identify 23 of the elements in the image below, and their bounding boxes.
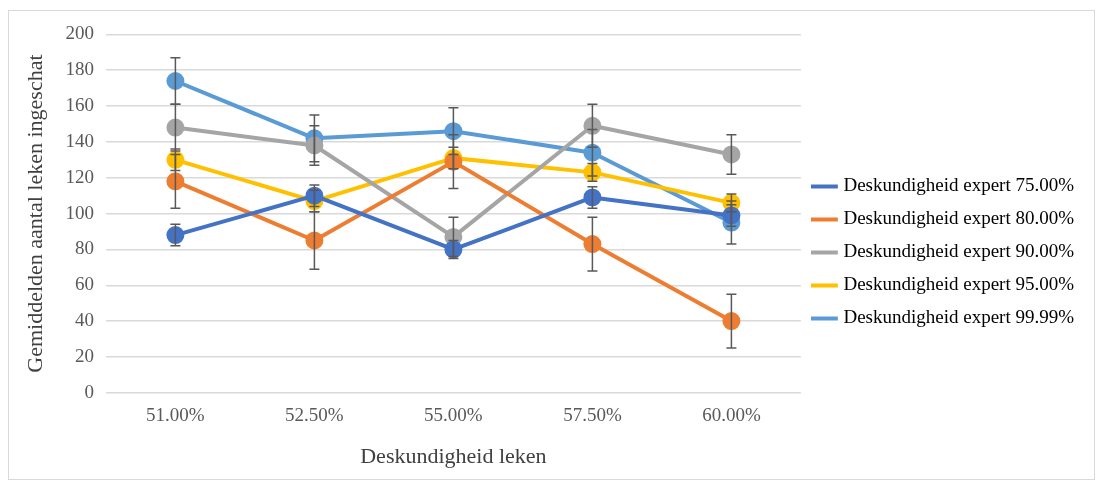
y-tick-label: 200 xyxy=(65,22,94,44)
y-tick-label: 100 xyxy=(65,201,94,223)
y-tick-label: 120 xyxy=(65,165,94,187)
x-tick-label: 57.50% xyxy=(563,404,622,426)
x-tick-label: 55.00% xyxy=(424,404,483,426)
y-tick-label: 60 xyxy=(74,273,94,295)
y-tick-label: 140 xyxy=(65,129,94,151)
y-tick-label: 80 xyxy=(74,237,94,259)
x-tick-label: 51.00% xyxy=(146,404,205,426)
y-tick-label: 160 xyxy=(65,94,94,116)
legend-label: Deskundigheid expert 99.99% xyxy=(843,306,1075,328)
legend-label: Deskundigheid expert 75.00% xyxy=(843,174,1075,196)
y-axis-title: Gemiddelden aantal leken ingeschat xyxy=(21,54,47,373)
legend-label: Deskundigheid expert 90.00% xyxy=(843,240,1075,262)
x-tick-label: 52.50% xyxy=(285,404,344,426)
legend-label: Deskundigheid expert 80.00% xyxy=(843,207,1075,229)
x-tick-label: 60.00% xyxy=(702,404,761,426)
y-tick-label: 180 xyxy=(65,58,94,80)
y-tick-label: 20 xyxy=(74,344,94,366)
legend-label: Deskundigheid expert 95.00% xyxy=(843,273,1075,295)
y-tick-label: 0 xyxy=(84,380,94,402)
x-axis-title: Deskundigheid leken xyxy=(360,442,547,468)
y-tick-label: 40 xyxy=(74,309,94,331)
